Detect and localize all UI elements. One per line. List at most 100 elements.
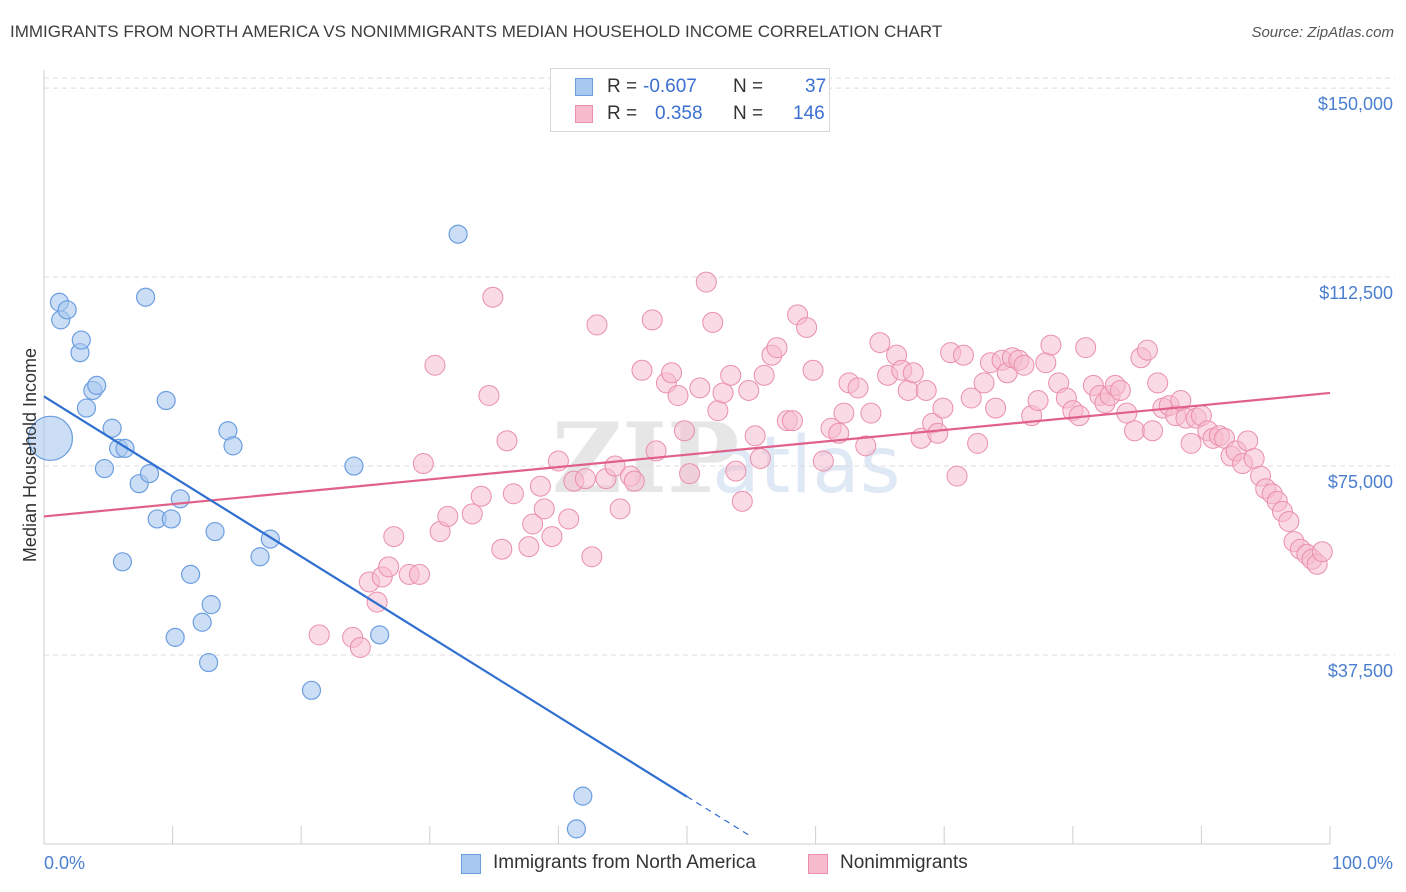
nonimmigrant-point xyxy=(308,624,330,646)
nonimmigrant-point xyxy=(645,440,667,462)
immigrant-point xyxy=(87,375,107,396)
nonimmigrant-point xyxy=(707,400,729,422)
nonimmigrant-point xyxy=(1142,420,1164,442)
immigrant-point xyxy=(344,456,364,476)
legend-label: Nonimmigrants xyxy=(840,852,968,873)
nonimmigrant-point xyxy=(574,468,596,490)
nonimmigrant-point xyxy=(695,271,717,293)
nonimmigrant-point xyxy=(641,309,663,331)
y-tick-label: $37,500 xyxy=(1328,661,1393,681)
nonimmigrant-point xyxy=(960,387,982,409)
immigrants-swatch xyxy=(575,78,593,96)
nonimmigrant-point xyxy=(1124,420,1146,442)
immigrant-point xyxy=(161,509,181,529)
n-value: 146 xyxy=(793,103,825,124)
nonimmigrant-point xyxy=(689,377,711,399)
nonimmigrant-point xyxy=(702,311,724,333)
nonimmigrant-point xyxy=(720,364,742,386)
nonimmigrant-point xyxy=(1013,354,1035,376)
nonimmigrant-point xyxy=(581,546,603,568)
x-tick-label: 0.0% xyxy=(44,853,85,873)
nonimmigrant-point xyxy=(1027,390,1049,412)
nonimmigrant-point xyxy=(847,377,869,399)
immigrant-point xyxy=(181,564,201,584)
r-value: 0.358 xyxy=(655,103,703,124)
nonimmigrant-point xyxy=(1278,510,1300,532)
nonimmigrant-point xyxy=(409,563,431,585)
nonimmigrant-point xyxy=(725,460,747,482)
n-value: 37 xyxy=(805,76,827,97)
immigrants-legend-swatch xyxy=(461,854,481,874)
r-label: R = xyxy=(607,103,638,124)
r-value: -0.607 xyxy=(643,76,697,97)
x-tick-label: 100.0% xyxy=(1332,853,1393,873)
immigrant-point xyxy=(566,819,587,839)
n-label: N = xyxy=(733,76,764,97)
nonimmigrant-point xyxy=(378,556,400,578)
nonimmigrant-point xyxy=(1147,372,1169,394)
immigrant-point xyxy=(201,595,221,615)
nonimmigrant-point xyxy=(927,422,949,444)
nonimmigrant-point xyxy=(478,384,500,406)
nonimmigrant-point xyxy=(766,337,788,359)
nonimmigrant-point xyxy=(661,362,683,384)
nonimmigrant-point xyxy=(349,636,371,658)
nonimmigrants-legend-swatch xyxy=(808,854,828,874)
immigrant-point xyxy=(223,436,243,456)
chart-title: IMMIGRANTS FROM NORTH AMERICA VS NONIMMI… xyxy=(10,22,943,41)
nonimmigrant-point xyxy=(1237,430,1259,452)
immigrant-point xyxy=(205,521,225,542)
immigrant-point xyxy=(76,398,97,418)
nonimmigrant-point xyxy=(712,382,734,404)
nonimmigrant-point xyxy=(1311,541,1333,563)
nonimmigrant-point xyxy=(1109,379,1131,401)
nonimmigrant-point xyxy=(915,379,937,401)
nonimmigrant-point xyxy=(529,475,551,497)
nonimmigrant-point xyxy=(812,450,834,472)
nonimmigrant-point xyxy=(518,536,540,558)
nonimmigrant-point xyxy=(437,505,459,527)
grid-lines xyxy=(44,77,1395,656)
nonimmigrant-point xyxy=(738,379,760,401)
nonimmigrant-point xyxy=(461,503,483,525)
nonimmigrant-point xyxy=(383,526,405,548)
nonimmigrant-point xyxy=(985,397,1007,419)
nonimmigrant-point xyxy=(586,314,608,336)
nonimmigrant-point xyxy=(828,422,850,444)
nonimmigrant-point xyxy=(731,490,753,512)
nonimmigrant-point xyxy=(558,508,580,530)
series-legend: Immigrants from North America Nonimmigra… xyxy=(0,850,1406,880)
immigrant-point xyxy=(370,625,390,645)
nonimmigrants-swatch xyxy=(575,105,593,123)
nonimmigrant-point xyxy=(631,359,653,381)
nonimmigrant-point xyxy=(749,447,771,469)
nonimmigrant-point xyxy=(533,498,555,520)
immigrant-point xyxy=(71,330,91,350)
nonimmigrant-point xyxy=(522,513,544,535)
nonimmigrant-point xyxy=(470,485,492,507)
nonimmigrant-point xyxy=(1035,352,1057,374)
nonimmigrant-point xyxy=(609,498,631,520)
nonimmigrant-point xyxy=(623,470,645,492)
y-tick-label: $150,000 xyxy=(1318,94,1393,114)
immigrant-point xyxy=(448,224,468,244)
nonimmigrant-point xyxy=(1180,432,1202,454)
nonimmigrant-point xyxy=(502,483,524,505)
nonimmigrant-point xyxy=(973,372,995,394)
nonimmigrant-point xyxy=(902,362,924,384)
immigrant-point xyxy=(139,463,160,484)
immigrant-point xyxy=(112,552,133,572)
nonimmigrant-point xyxy=(667,384,689,406)
nonimmigrant-point xyxy=(1040,334,1062,356)
nonimmigrant-point xyxy=(897,379,919,401)
trend-lines xyxy=(43,391,1331,838)
immigrant-point xyxy=(573,786,593,806)
immigrant-point xyxy=(102,418,122,438)
nonimmigrant-point xyxy=(833,402,855,424)
y-tick-label: $112,500 xyxy=(1319,283,1393,303)
nonimmigrant-point xyxy=(1243,447,1265,469)
immigrant-point xyxy=(94,458,115,479)
nonimmigrants-points xyxy=(308,271,1333,658)
immigrant-point xyxy=(301,680,322,700)
